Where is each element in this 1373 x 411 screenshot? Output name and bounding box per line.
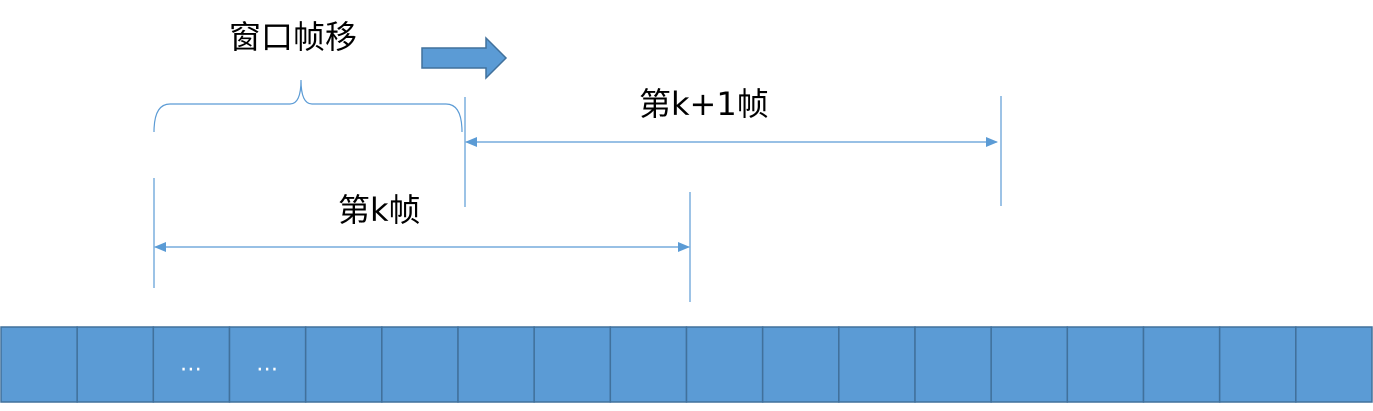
frame-k-plus-1-label: 第k+1帧 bbox=[639, 85, 769, 123]
sample-cell bbox=[838, 326, 916, 403]
window-shift-brace bbox=[153, 79, 463, 133]
sample-cell bbox=[1295, 326, 1373, 403]
sample-cell bbox=[609, 326, 688, 403]
sample-cell bbox=[381, 326, 459, 403]
window-shift-label: 窗口帧移 bbox=[229, 18, 357, 56]
ellipsis-text: … bbox=[256, 352, 279, 377]
sample-cell bbox=[76, 326, 155, 403]
sample-cell bbox=[533, 326, 612, 403]
sample-cell bbox=[761, 326, 840, 403]
ellipsis-text: … bbox=[180, 352, 203, 377]
sample-cell bbox=[457, 326, 535, 403]
sample-cell bbox=[0, 326, 78, 403]
sample-cell bbox=[304, 326, 383, 403]
sample-cell bbox=[990, 326, 1069, 403]
sample-cell bbox=[1066, 326, 1145, 403]
sample-cell bbox=[685, 326, 764, 403]
sample-cell bbox=[1142, 326, 1221, 403]
signal-sample-cells: …… bbox=[0, 326, 1373, 403]
sample-cell bbox=[1218, 326, 1297, 403]
sample-cell bbox=[152, 326, 231, 403]
frame-k-label: 第k帧 bbox=[338, 191, 421, 229]
sample-cell bbox=[914, 326, 992, 403]
shift-direction-arrow-icon bbox=[421, 36, 508, 80]
